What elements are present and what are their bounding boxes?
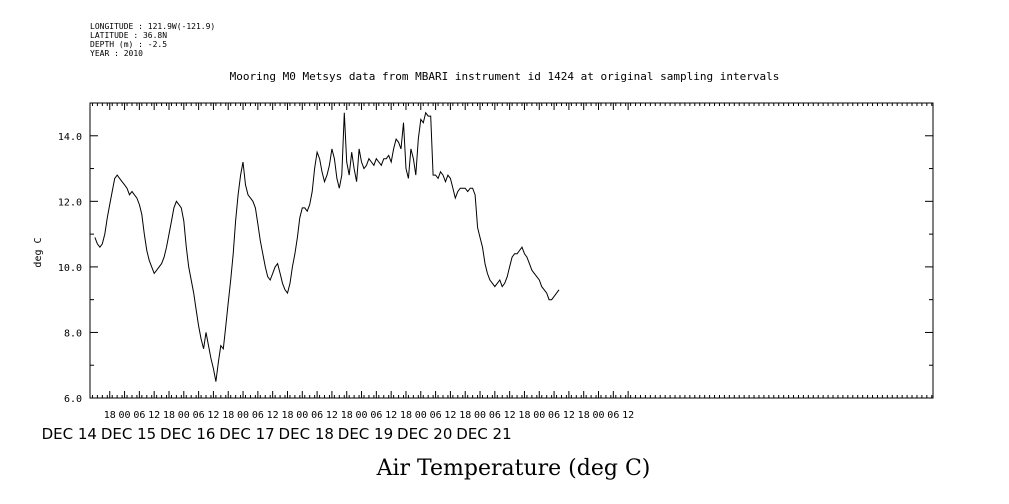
latitude-text: LATITUDE : 36.8N (90, 31, 168, 40)
x-hour-tick-label: 18 (400, 410, 412, 421)
x-hour-tick-label: 00 (533, 410, 545, 421)
x-hour-tick-label: 18 (104, 410, 116, 421)
x-hour-tick-label: 06 (252, 410, 264, 421)
x-hour-tick-label: 18 (578, 410, 590, 421)
x-hour-tick-label: 00 (296, 410, 308, 421)
x-hour-tick-label: 06 (311, 410, 323, 421)
x-hour-tick-label: 18 (459, 410, 471, 421)
x-hour-tick-label: 00 (415, 410, 427, 421)
x-hour-tick-label: 06 (430, 410, 442, 421)
x-hour-tick-label: 06 (370, 410, 382, 421)
x-day-label: DEC 20 (397, 425, 452, 443)
x-hour-tick-label: 00 (592, 410, 604, 421)
x-hour-tick-label: 12 (385, 410, 397, 421)
x-hour-tick-label: 00 (237, 410, 249, 421)
y-tick-label: 10.0 (58, 263, 82, 274)
x-day-label: DEC 16 (160, 425, 215, 443)
x-hour-tick-label: 12 (267, 410, 279, 421)
x-hour-tick-label: 12 (504, 410, 516, 421)
x-day-label: DEC 18 (279, 425, 334, 443)
x-hour-tick-label: 00 (474, 410, 486, 421)
y-tick-label: 12.0 (58, 197, 82, 208)
longitude-text: LONGITUDE : 121.9W(-121.9) (90, 22, 216, 31)
x-hour-tick-label: 18 (341, 410, 353, 421)
x-day-label: DEC 15 (101, 425, 156, 443)
x-day-label: DEC 17 (219, 425, 274, 443)
x-hour-tick-label: 00 (178, 410, 190, 421)
chart-title: Mooring M0 Metsys data from MBARI instru… (229, 70, 780, 83)
x-day-label: DEC 19 (338, 425, 393, 443)
x-hour-tick-label: 00 (356, 410, 368, 421)
y-tick-label: 8.0 (64, 328, 82, 339)
x-hour-tick-label: 12 (326, 410, 338, 421)
plot-frame (89, 102, 934, 399)
y-axis-label: deg C (33, 237, 44, 267)
x-hour-tick-label: 00 (119, 410, 131, 421)
x-day-label: DEC 14 (42, 425, 97, 443)
x-hour-tick-label: 12 (148, 410, 160, 421)
y-tick-label: 14.0 (58, 132, 82, 143)
temperature-series-line (94, 111, 560, 382)
x-hour-tick-label: 18 (518, 410, 530, 421)
x-hour-tick-label: 06 (133, 410, 145, 421)
y-tick-label: 6.0 (64, 394, 82, 405)
x-axis-label: Air Temperature (deg C) (376, 456, 651, 481)
x-hour-tick-label: 18 (281, 410, 293, 421)
x-hour-tick-label: 12 (622, 410, 634, 421)
year-text: YEAR : 2010 (90, 49, 143, 58)
x-hour-tick-label: 06 (193, 410, 205, 421)
x-hour-tick-label: 12 (207, 410, 219, 421)
x-hour-tick-label: 12 (444, 410, 456, 421)
mooring-metadata: LONGITUDE : 121.9W(-121.9) LATITUDE : 36.… (90, 22, 215, 58)
x-hour-tick-label: 06 (489, 410, 501, 421)
x-hour-tick-label: 06 (607, 410, 619, 421)
x-hour-tick-label: 18 (163, 410, 175, 421)
x-day-label: DEC 21 (456, 425, 511, 443)
x-hour-tick-label: 06 (548, 410, 560, 421)
depth-text: DEPTH (m) : -2.5 (90, 40, 168, 49)
x-hour-tick-label: 18 (222, 410, 234, 421)
x-hour-tick-label: 12 (563, 410, 575, 421)
